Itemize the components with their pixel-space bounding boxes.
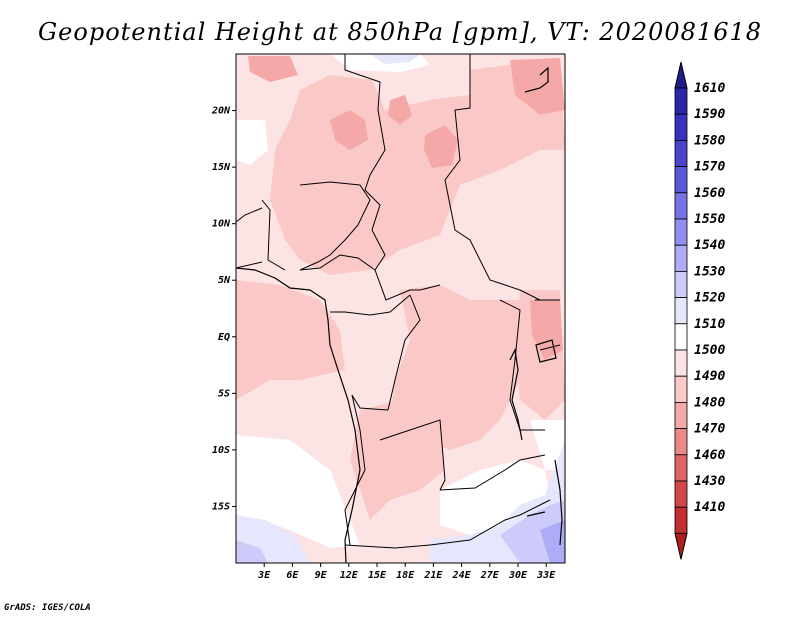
height-field [236, 54, 565, 563]
lat-tick-label: 10N [212, 219, 231, 230]
lat-tick-label: EQ [218, 332, 230, 343]
colorbar-segment [674, 349, 688, 377]
colorbar-label: 1430 [694, 474, 725, 489]
lon-tick-label: 30E [508, 570, 528, 581]
lat-tick-label: 5S [218, 388, 230, 399]
colorbar-label: 1590 [694, 107, 725, 122]
lat-tick-label: 10S [212, 445, 230, 456]
colorbar-bottom-arrow [674, 532, 688, 560]
colorbar-label: 1410 [694, 500, 725, 515]
lon-tick-label: 18E [396, 570, 415, 581]
colorbar-segment [674, 428, 688, 456]
colorbar-segment [674, 244, 688, 272]
lat-tick-label: 15S [212, 501, 230, 512]
lon-tick-label: 21E [423, 570, 443, 581]
colorbar-segment [674, 480, 688, 508]
colorbar-label: 1520 [694, 291, 725, 306]
lon-tick-label: 12E [340, 570, 359, 581]
colorbar-segment [674, 192, 688, 220]
colorbar-segment [674, 375, 688, 403]
colorbar-segment [674, 506, 688, 534]
lon-tick-label: 24E [452, 570, 472, 581]
lon-tick-label: 6E [286, 570, 299, 581]
colorbar-segment [674, 218, 688, 246]
colorbar-segment [674, 297, 688, 325]
colorbar: 1610 1590 1580 1570 1560 1550 1540 1530 1520 1510… [674, 61, 725, 560]
lat-tick-label: 15N [212, 162, 231, 173]
latitude-axis: 20N 15N 10N 5N EQ 5S 10S 15S [211, 106, 236, 512]
colorbar-label: 1500 [694, 343, 725, 358]
lon-tick-label: 3E [257, 570, 271, 581]
colorbar-segment [674, 139, 688, 167]
lat-tick-label: 5N [218, 275, 231, 286]
colorbar-segment [674, 454, 688, 482]
colorbar-label: 1540 [694, 238, 725, 253]
grads-credit: GrADS: IGES/COLA [4, 603, 91, 613]
colorbar-segment [674, 87, 688, 115]
map-frame [235, 53, 566, 564]
colorbar-label: 1580 [694, 133, 725, 148]
lon-tick-label: 15E [368, 570, 387, 581]
colorbar-segment [674, 270, 688, 298]
colorbar-segment [674, 401, 688, 429]
colorbar-label: 1470 [694, 422, 725, 437]
lon-tick-label: 33E [536, 570, 556, 581]
lon-tick-label: 9E [315, 570, 328, 581]
lon-tick-label: 27E [480, 570, 500, 581]
colorbar-label: 1490 [694, 369, 725, 384]
colorbar-segment [674, 323, 688, 351]
colorbar-segment [674, 113, 688, 141]
colorbar-label: 1530 [694, 264, 725, 279]
colorbar-label: 1460 [694, 448, 725, 463]
colorbar-label: 1560 [694, 186, 725, 201]
colorbar-label: 1550 [694, 212, 725, 227]
colorbar-label: 1480 [694, 395, 725, 410]
colorbar-label: 1610 [694, 81, 725, 96]
lat-tick-label: 20N [211, 106, 231, 117]
colorbar-label: 1510 [694, 317, 725, 332]
colorbar-segment [674, 166, 688, 194]
longitude-axis: 3E 6E 9E 12E 15E 18E 21E 24E 27E 30E 33E [257, 563, 556, 581]
colorbar-label: 1570 [694, 160, 725, 175]
country-borders [235, 54, 561, 549]
colorbar-top-arrow [674, 61, 688, 89]
map-title: Geopotential Height at 850hPa [gpm], VT:… [38, 18, 762, 46]
coastline [235, 66, 563, 564]
